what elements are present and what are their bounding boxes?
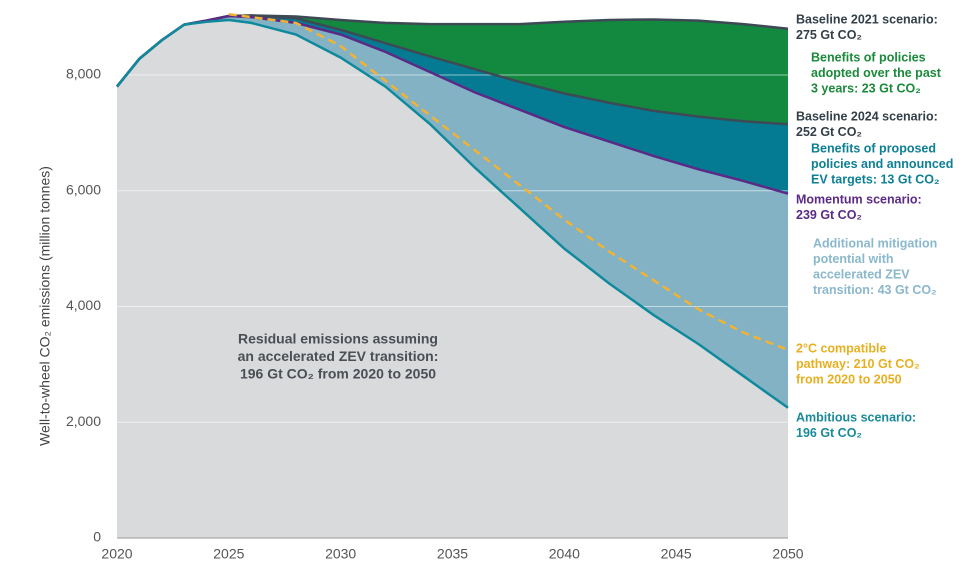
x-tick-label: 2020 bbox=[101, 546, 132, 562]
annotation: Ambitious scenario: bbox=[796, 410, 916, 424]
annotation: policies and announced bbox=[811, 157, 953, 171]
x-tick-label: 2040 bbox=[549, 546, 580, 562]
y-tick-label: 0 bbox=[93, 529, 101, 545]
annotation: Additional mitigation bbox=[813, 236, 937, 250]
y-tick-label: 4,000 bbox=[66, 297, 101, 313]
annotation: Momentum scenario: bbox=[796, 192, 922, 206]
annotation: 2°C compatible bbox=[796, 341, 886, 355]
annotation: an accelerated ZEV transition: bbox=[238, 348, 439, 364]
annotation: transition: 43 Gt CO₂ bbox=[813, 283, 937, 297]
y-tick-label: 2,000 bbox=[66, 413, 101, 429]
annotation: EV targets: 13 Gt CO₂ bbox=[811, 172, 940, 186]
x-tick-label: 2050 bbox=[772, 546, 803, 562]
y-tick-label: 8,000 bbox=[66, 66, 101, 82]
annotation: adopted over the past bbox=[811, 66, 942, 80]
annotation: 239 Gt CO₂ bbox=[796, 208, 862, 222]
annotation: 196 Gt CO₂ from 2020 to 2050 bbox=[240, 366, 436, 382]
annotation: Baseline 2024 scenario: bbox=[796, 109, 938, 123]
y-tick-label: 6,000 bbox=[66, 181, 101, 197]
x-tick-label: 2035 bbox=[437, 546, 468, 562]
line bbox=[116, 18, 789, 409]
x-tick-label: 2030 bbox=[325, 546, 356, 562]
annotation: potential with bbox=[813, 252, 894, 266]
annotation: Baseline 2021 scenario: bbox=[796, 12, 938, 26]
annotation: accelerated ZEV bbox=[813, 267, 910, 281]
annotation: 275 Gt CO₂ bbox=[796, 28, 862, 42]
annotation: 252 Gt CO₂ bbox=[796, 125, 862, 139]
area bbox=[117, 20, 788, 539]
x-tick-label: 2025 bbox=[213, 546, 244, 562]
annotation: Benefits of proposed bbox=[811, 141, 936, 155]
annotation: pathway: 210 Gt CO₂ bbox=[796, 357, 920, 371]
annotation: Residual emissions assuming bbox=[238, 331, 438, 347]
annotation: from 2020 to 2050 bbox=[796, 372, 902, 386]
x-tick-label: 2045 bbox=[661, 546, 692, 562]
annotation: Benefits of policies bbox=[811, 50, 926, 64]
annotation: 196 Gt CO₂ bbox=[796, 426, 862, 440]
annotation: 3 years: 23 Gt CO₂ bbox=[811, 81, 921, 95]
y-axis-label: Well-to-wheel CO₂ emissions (million ton… bbox=[37, 166, 53, 446]
line bbox=[228, 12, 789, 352]
